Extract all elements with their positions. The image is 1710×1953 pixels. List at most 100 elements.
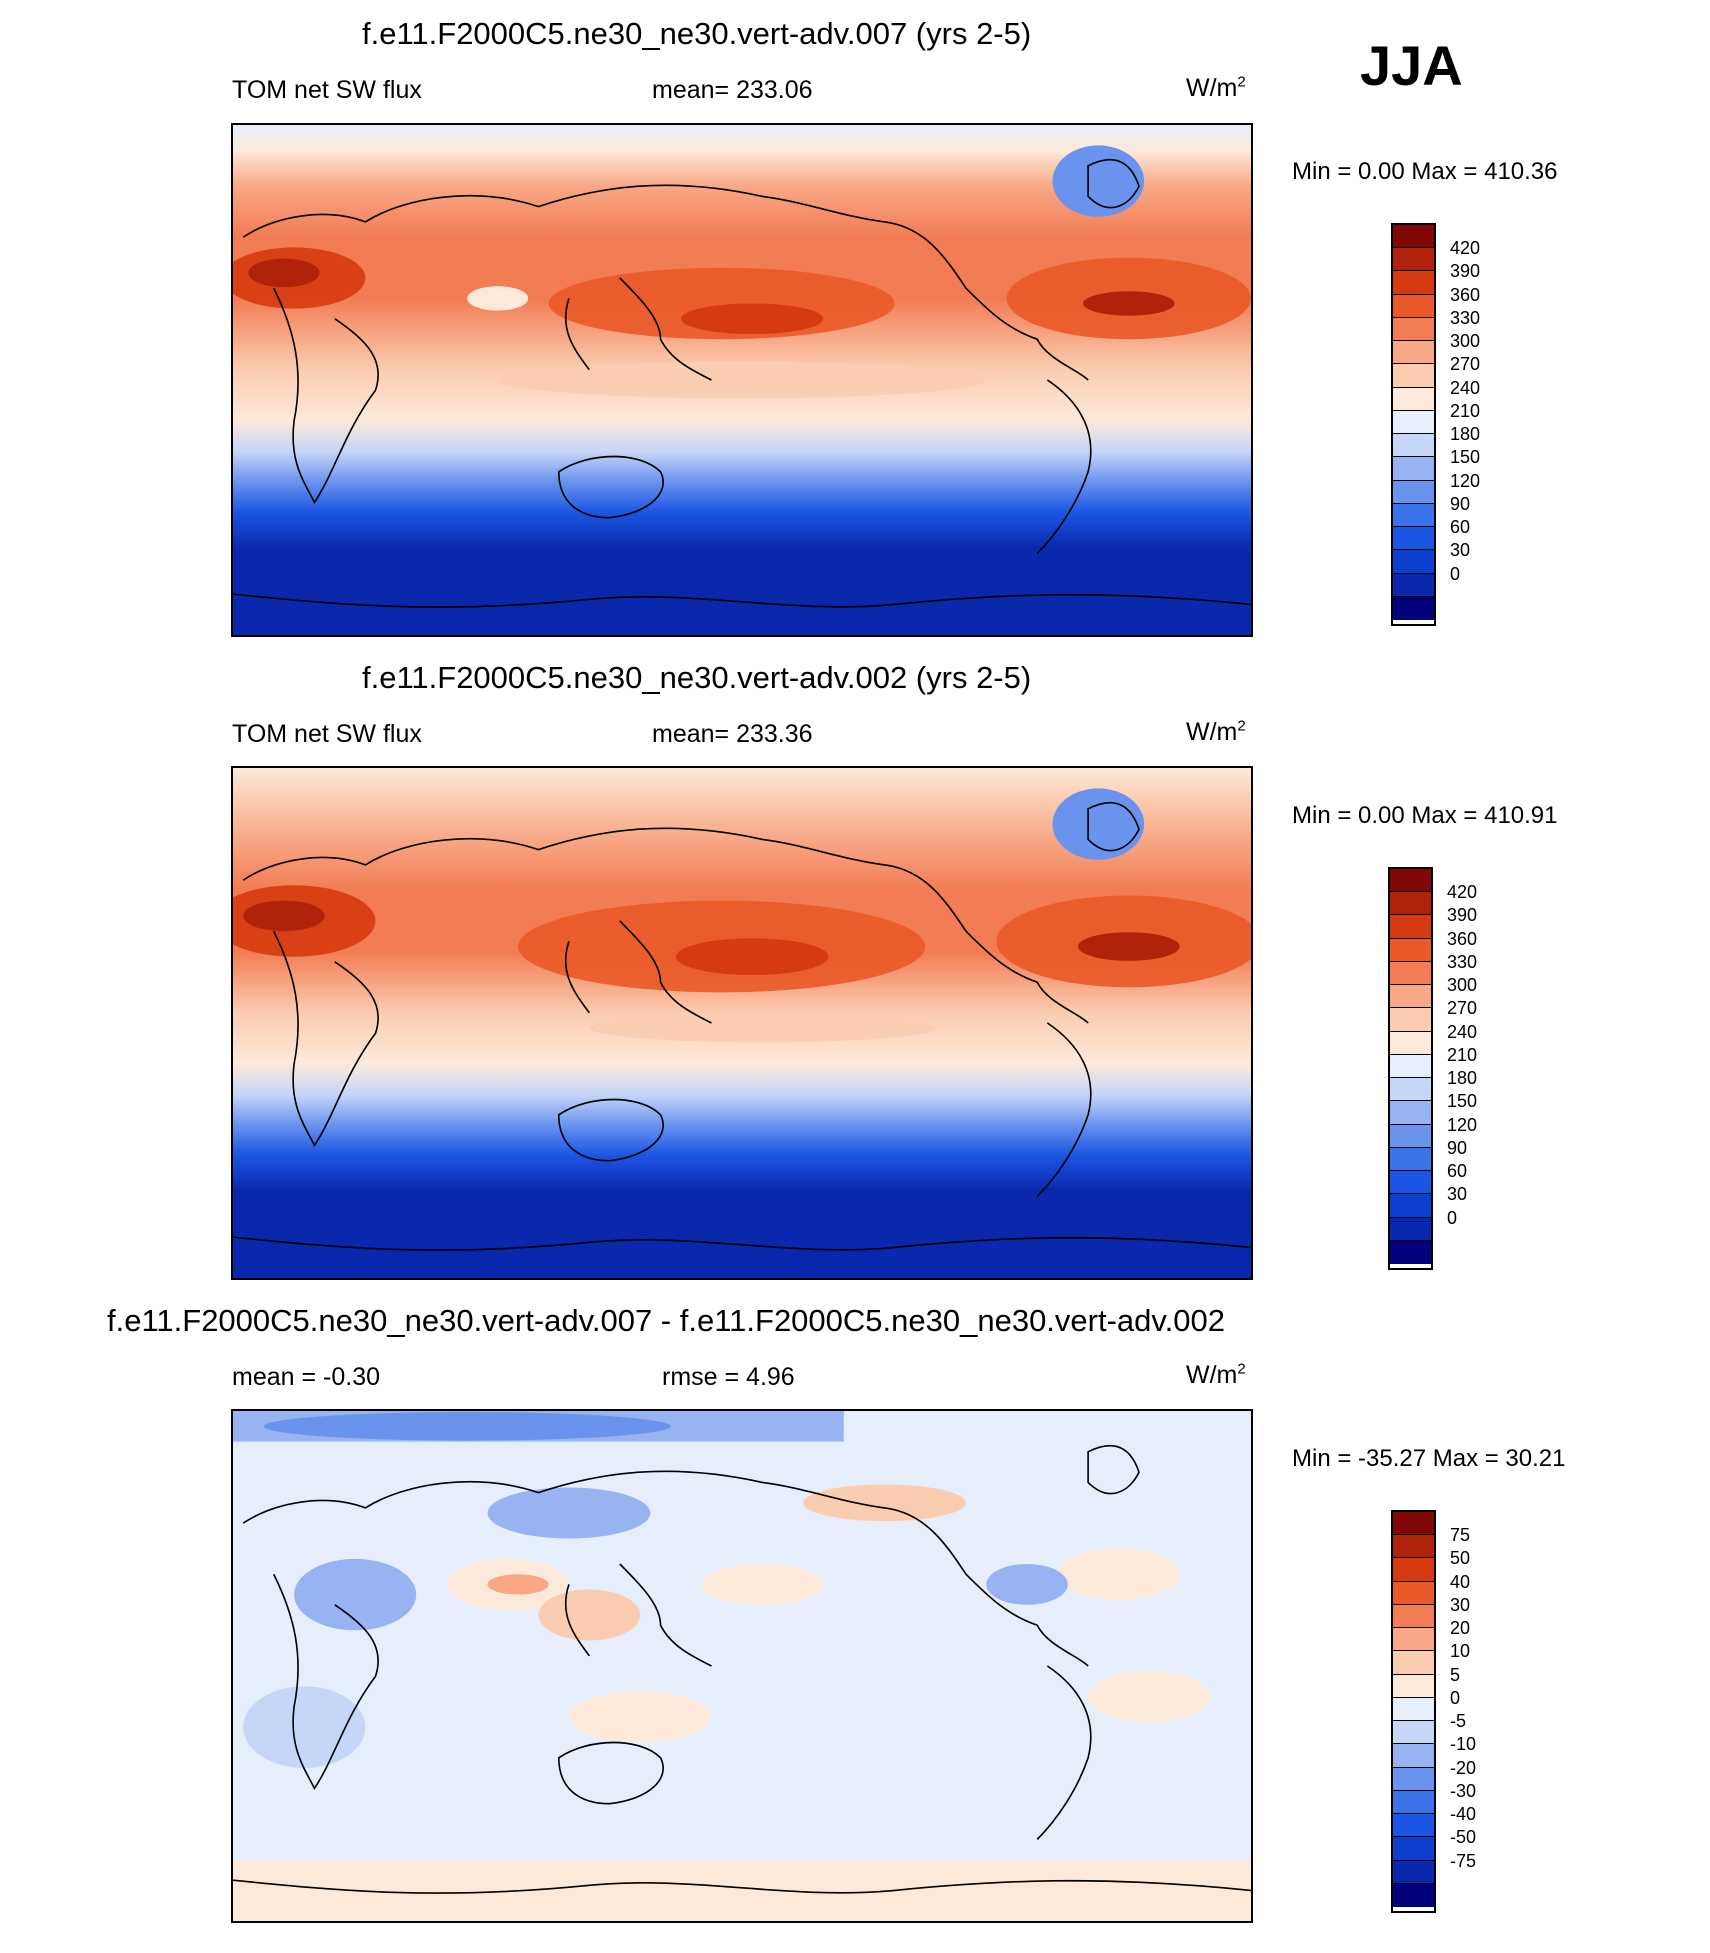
season-label: JJA	[1360, 34, 1463, 97]
colorbar-segment	[1390, 869, 1431, 893]
panel3-minmax-label: Min = -35.27 Max = 30.21	[1292, 1445, 1566, 1472]
panel3-rmse-label: rmse = 4.96	[662, 1363, 795, 1391]
panel2-minmax-label: Min = 0.00 Max = 410.91	[1292, 802, 1558, 829]
colorbar-tick-label: 90	[1450, 493, 1471, 514]
panel1-minmax-label: Min = 0.00 Max = 410.36	[1292, 158, 1558, 185]
colorbar-tick-label: 75	[1450, 1525, 1471, 1546]
panel1-map-field	[233, 125, 1251, 635]
panel3-title: f.e11.F2000C5.ne30_ne30.vert-adv.007 - f…	[107, 1303, 1225, 1338]
panel1-variable-label: TOM net SW flux	[232, 76, 422, 104]
colorbar-tick-label: 40	[1450, 1571, 1471, 1592]
colorbar-tick-label: 60	[1450, 517, 1471, 538]
colorbar-tick-label: 180	[1447, 1068, 1478, 1089]
colorbar-tick-label: 240	[1450, 377, 1481, 398]
colorbar-tick-label: 330	[1450, 307, 1481, 328]
colorbar-segment	[1393, 1535, 1434, 1559]
colorbar-segment	[1393, 503, 1434, 528]
colorbar-tick-label: 120	[1447, 1114, 1478, 1135]
colorbar-segment	[1390, 1124, 1431, 1148]
colorbar-tick-label: 360	[1450, 284, 1481, 305]
colorbar-tick-label: -10	[1450, 1734, 1477, 1755]
colorbar-tick-label: 90	[1447, 1137, 1468, 1158]
colorbar-segment	[1393, 1860, 1434, 1884]
colorbar-segment	[1393, 527, 1434, 551]
colorbar-segment	[1393, 1628, 1434, 1652]
colorbar-tick-label: -40	[1450, 1804, 1477, 1825]
colorbar-segment	[1393, 1581, 1434, 1605]
panel2-map	[231, 766, 1253, 1280]
colorbar-segment	[1390, 915, 1431, 939]
panel3-unit-label: W/m2	[1186, 1360, 1246, 1389]
colorbar-tick-label: 210	[1447, 1044, 1478, 1065]
colorbar-segment	[1393, 573, 1434, 597]
panel1-colorbar	[1391, 223, 1436, 626]
colorbar-segment	[1390, 1147, 1431, 1172]
colorbar-segment	[1393, 457, 1434, 481]
colorbar-segment	[1393, 434, 1434, 458]
colorbar-tick-label: 0	[1450, 563, 1461, 584]
colorbar-segment	[1390, 1171, 1431, 1195]
colorbar-segment	[1393, 1837, 1434, 1861]
colorbar-tick-label: 360	[1447, 928, 1478, 949]
colorbar-segment	[1390, 1078, 1431, 1102]
colorbar-segment	[1393, 294, 1434, 318]
colorbar-segment	[1393, 550, 1434, 574]
colorbar-segment	[1390, 961, 1431, 986]
colorbar-tick-label: -50	[1450, 1827, 1477, 1848]
colorbar-tick-label: 300	[1450, 331, 1481, 352]
colorbar-tick-label: 0	[1447, 1207, 1458, 1228]
colorbar-tick-label: 30	[1447, 1184, 1468, 1205]
colorbar-tick-label: 390	[1450, 261, 1481, 282]
panel1-mean-label: mean= 233.06	[652, 76, 813, 104]
colorbar-tick-label: 150	[1447, 1091, 1478, 1112]
colorbar-tick-label: 60	[1447, 1161, 1468, 1182]
colorbar-segment	[1393, 1674, 1434, 1698]
panel2-mean-label: mean= 233.36	[652, 720, 813, 748]
colorbar-segment	[1393, 248, 1434, 272]
panel3-map-field	[233, 1411, 1251, 1921]
panel2-map-field	[233, 768, 1251, 1278]
colorbar-tick-label: 420	[1450, 238, 1481, 259]
colorbar-tick-label: 150	[1450, 447, 1481, 468]
colorbar-segment	[1390, 938, 1431, 962]
colorbar-tick-label: 5	[1450, 1664, 1461, 1685]
colorbar-segment	[1393, 1558, 1434, 1582]
colorbar-segment	[1390, 1054, 1431, 1079]
colorbar-segment	[1393, 1814, 1434, 1838]
colorbar-segment	[1393, 1721, 1434, 1745]
colorbar-tick-label: 180	[1450, 424, 1481, 445]
colorbar-tick-label: 330	[1447, 951, 1478, 972]
colorbar-segment	[1393, 410, 1434, 435]
colorbar-tick-label: 390	[1447, 905, 1478, 926]
panel2-unit-label: W/m2	[1186, 717, 1246, 746]
colorbar-tick-label: 20	[1450, 1618, 1471, 1639]
panel1-title: f.e11.F2000C5.ne30_ne30.vert-adv.007 (yr…	[362, 16, 1032, 51]
panel3-map	[231, 1409, 1253, 1923]
colorbar-segment	[1390, 1240, 1431, 1264]
colorbar-tick-label: 210	[1450, 400, 1481, 421]
panel2-title: f.e11.F2000C5.ne30_ne30.vert-adv.002 (yr…	[362, 660, 1032, 695]
colorbar-segment	[1393, 1697, 1434, 1722]
panel2-variable-label: TOM net SW flux	[232, 720, 422, 748]
colorbar-segment	[1393, 1790, 1434, 1815]
colorbar-tick-label: 30	[1450, 540, 1471, 561]
colorbar-tick-label: 270	[1447, 998, 1478, 1019]
colorbar-segment	[1390, 1101, 1431, 1125]
colorbar-segment	[1390, 892, 1431, 916]
colorbar-segment	[1390, 1031, 1431, 1055]
colorbar-tick-label: 10	[1450, 1641, 1471, 1662]
colorbar-segment	[1393, 341, 1434, 365]
colorbar-tick-label: 270	[1450, 354, 1481, 375]
panel3-colorbar	[1391, 1510, 1436, 1913]
colorbar-tick-label: 240	[1447, 1021, 1478, 1042]
colorbar-segment	[1390, 985, 1431, 1009]
colorbar-tick-label: 300	[1447, 975, 1478, 996]
colorbar-segment	[1393, 1883, 1434, 1907]
colorbar-segment	[1390, 1217, 1431, 1241]
panel3-mean-label: mean = -0.30	[232, 1363, 381, 1391]
colorbar-segment	[1390, 1008, 1431, 1032]
colorbar-segment	[1393, 225, 1434, 249]
colorbar-segment	[1393, 1604, 1434, 1629]
colorbar-segment	[1393, 364, 1434, 388]
colorbar-tick-label: -20	[1450, 1757, 1477, 1778]
